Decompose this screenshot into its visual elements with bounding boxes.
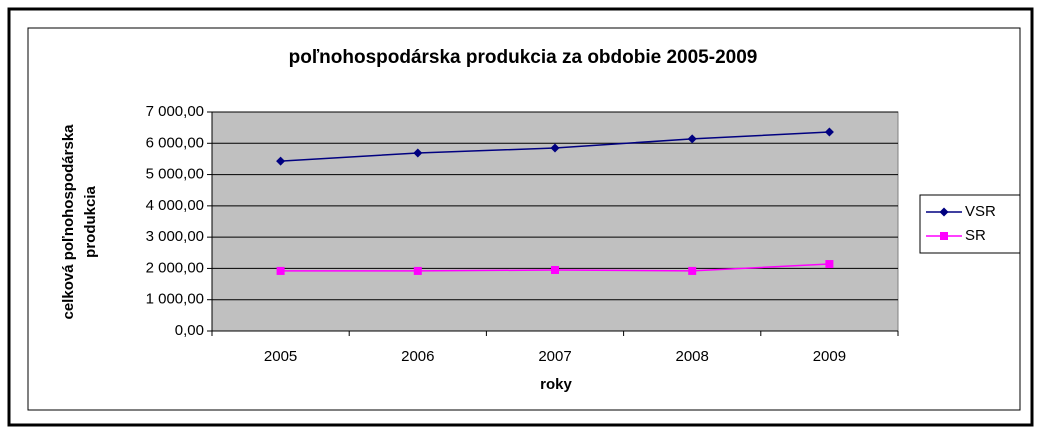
chart-title: poľnohospodárska produkcia za obdobie 20… <box>289 47 758 68</box>
y-axis-title-line: produkcia <box>82 186 99 258</box>
y-tick-label: 1 000,00 <box>146 291 204 308</box>
x-tick-label: 2007 <box>538 348 571 365</box>
data-point <box>825 260 834 269</box>
y-tick-label: 3 000,00 <box>146 228 204 245</box>
y-tick-label: 6 000,00 <box>146 134 204 151</box>
data-point <box>824 127 834 137</box>
data-point <box>413 266 422 275</box>
y-tick-label: 4 000,00 <box>146 197 204 214</box>
x-tick-label: 2008 <box>676 348 709 365</box>
x-tick-label: 2009 <box>813 348 846 365</box>
x-axis-title: roky <box>540 376 572 393</box>
legend-label: SR <box>965 227 986 244</box>
data-point <box>550 143 560 153</box>
legend-marker <box>939 207 949 217</box>
legend-label: VSR <box>965 203 996 220</box>
data-point <box>276 156 286 166</box>
data-point <box>551 265 559 274</box>
data-point <box>276 266 285 275</box>
legend <box>919 194 1021 254</box>
data-point <box>687 134 697 144</box>
y-axis-title-line: celková poľnohospodárska <box>60 124 77 320</box>
y-tick-label: 0,00 <box>175 322 204 339</box>
y-tick-label: 7 000,00 <box>146 103 204 120</box>
data-point <box>688 266 697 275</box>
x-tick-label: 2006 <box>401 348 434 365</box>
legend-marker <box>940 232 948 240</box>
x-tick-label: 2005 <box>264 348 297 365</box>
data-point <box>413 148 423 158</box>
y-tick-label: 2 000,00 <box>146 259 204 276</box>
y-axis-title: celková poľnohospodárska produkcia <box>60 124 99 320</box>
y-tick-label: 5 000,00 <box>146 166 204 183</box>
